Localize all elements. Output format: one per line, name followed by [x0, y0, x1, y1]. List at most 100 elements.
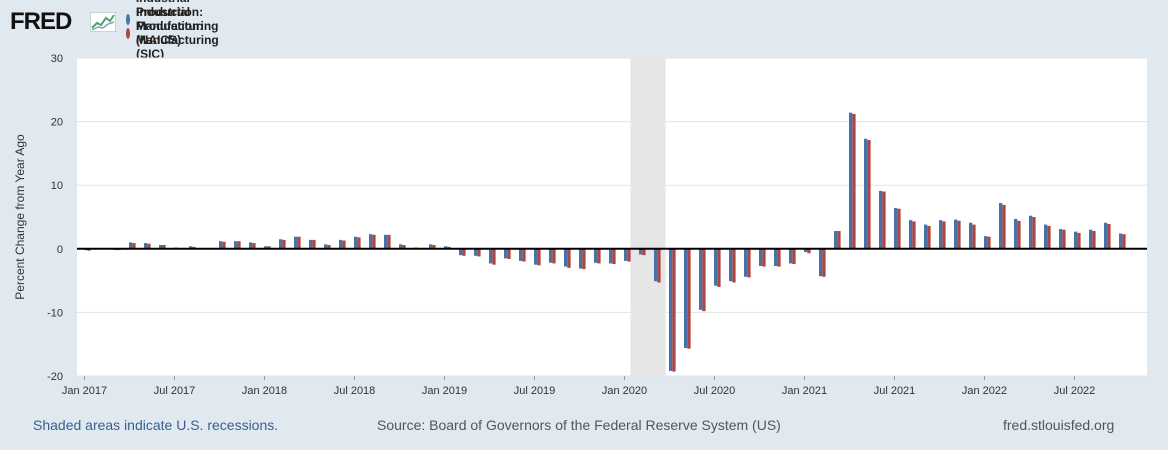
- bar-naics[interactable]: [1119, 233, 1123, 249]
- bar-naics[interactable]: [219, 241, 223, 249]
- bar-naics[interactable]: [669, 248, 673, 371]
- bar-naics[interactable]: [579, 248, 583, 269]
- bar-naics[interactable]: [774, 248, 778, 266]
- bar-sic[interactable]: [402, 244, 406, 249]
- bar-sic[interactable]: [1122, 234, 1126, 249]
- bar-sic[interactable]: [552, 248, 556, 264]
- bar-sic[interactable]: [1092, 230, 1096, 249]
- bar-naics[interactable]: [699, 248, 703, 310]
- bar-sic[interactable]: [792, 248, 796, 265]
- bar-naics[interactable]: [459, 248, 463, 256]
- bar-naics[interactable]: [909, 220, 913, 249]
- bar-naics[interactable]: [804, 248, 808, 252]
- bar-naics[interactable]: [759, 248, 763, 266]
- bar-sic[interactable]: [867, 140, 871, 249]
- bar-naics[interactable]: [369, 234, 373, 249]
- bar-sic[interactable]: [297, 236, 301, 249]
- bar-sic[interactable]: [1017, 220, 1021, 249]
- bar-sic[interactable]: [387, 234, 391, 249]
- bar-sic[interactable]: [627, 248, 631, 262]
- bar-naics[interactable]: [294, 236, 298, 249]
- bar-naics[interactable]: [549, 248, 553, 263]
- bar-naics[interactable]: [1074, 231, 1078, 249]
- bar-naics[interactable]: [834, 230, 838, 249]
- site-link[interactable]: fred.stlouisfed.org: [1003, 417, 1115, 433]
- recession-note[interactable]: Shaded areas indicate U.S. recessions.: [33, 417, 279, 433]
- bar-naics[interactable]: [714, 248, 718, 286]
- bar-sic[interactable]: [432, 244, 436, 249]
- bar-sic[interactable]: [372, 234, 376, 249]
- bar-sic[interactable]: [537, 248, 541, 266]
- bar-sic[interactable]: [942, 221, 946, 249]
- bar-sic[interactable]: [732, 248, 736, 283]
- bar-naics[interactable]: [444, 246, 448, 249]
- bar-sic[interactable]: [852, 113, 856, 249]
- bar-naics[interactable]: [1059, 229, 1063, 249]
- bar-sic[interactable]: [492, 248, 496, 265]
- bar-naics[interactable]: [969, 222, 973, 249]
- bar-naics[interactable]: [354, 236, 358, 249]
- bar-naics[interactable]: [474, 248, 478, 256]
- bar-naics[interactable]: [864, 138, 868, 249]
- bar-sic[interactable]: [477, 248, 481, 257]
- bar-naics[interactable]: [1014, 218, 1018, 249]
- bar-sic[interactable]: [927, 225, 931, 249]
- legend-item-naics[interactable]: Industrial Production: Manufacturing (NA…: [126, 0, 226, 47]
- bar-naics[interactable]: [309, 239, 313, 249]
- bar-sic[interactable]: [957, 220, 961, 249]
- bar-naics[interactable]: [429, 244, 433, 249]
- bar-sic[interactable]: [882, 191, 886, 249]
- bar-naics[interactable]: [564, 248, 568, 267]
- bar-sic[interactable]: [582, 248, 586, 270]
- bar-sic[interactable]: [687, 248, 691, 349]
- bar-sic[interactable]: [507, 248, 511, 259]
- bar-sic[interactable]: [132, 243, 136, 249]
- bar-naics[interactable]: [1029, 215, 1033, 249]
- bar-naics[interactable]: [849, 112, 853, 249]
- bar-sic[interactable]: [642, 248, 646, 256]
- bar-naics[interactable]: [534, 248, 538, 265]
- bar-naics[interactable]: [879, 190, 883, 249]
- bar-sic[interactable]: [807, 248, 811, 254]
- bar-naics[interactable]: [894, 208, 898, 249]
- bar-naics[interactable]: [279, 239, 283, 249]
- bar-naics[interactable]: [234, 241, 238, 249]
- bar-sic[interactable]: [462, 248, 466, 256]
- bar-naics[interactable]: [249, 242, 253, 249]
- bar-sic[interactable]: [987, 236, 991, 249]
- bar-naics[interactable]: [999, 203, 1003, 249]
- bar-sic[interactable]: [1032, 217, 1036, 249]
- fred-logo[interactable]: FRED: [10, 8, 120, 36]
- bar-sic[interactable]: [747, 248, 751, 278]
- bar-naics[interactable]: [519, 248, 523, 261]
- bar-naics[interactable]: [264, 246, 268, 249]
- bar-sic[interactable]: [342, 240, 346, 249]
- bar-sic[interactable]: [282, 239, 286, 249]
- bar-naics[interactable]: [384, 234, 388, 249]
- bar-sic[interactable]: [267, 246, 271, 249]
- bar-sic[interactable]: [657, 248, 661, 283]
- bar-sic[interactable]: [972, 224, 976, 249]
- bar-sic[interactable]: [597, 248, 601, 264]
- bar-sic[interactable]: [1107, 223, 1111, 249]
- bar-naics[interactable]: [984, 236, 988, 249]
- bar-naics[interactable]: [609, 248, 613, 264]
- bar-sic[interactable]: [717, 248, 721, 287]
- bar-naics[interactable]: [1044, 224, 1048, 249]
- bar-sic[interactable]: [237, 241, 241, 249]
- bar-naics[interactable]: [819, 248, 823, 277]
- bar-naics[interactable]: [189, 246, 193, 249]
- bar-naics[interactable]: [159, 244, 163, 249]
- bar-naics[interactable]: [789, 248, 793, 264]
- bar-sic[interactable]: [252, 243, 256, 249]
- bar-naics[interactable]: [339, 239, 343, 249]
- bar-naics[interactable]: [594, 248, 598, 263]
- bar-naics[interactable]: [324, 244, 328, 249]
- bar-sic[interactable]: [357, 237, 361, 249]
- bar-sic[interactable]: [147, 243, 151, 249]
- bar-sic[interactable]: [522, 248, 526, 262]
- bar-naics[interactable]: [744, 248, 748, 277]
- bar-naics[interactable]: [1089, 229, 1093, 249]
- bar-naics[interactable]: [624, 248, 628, 261]
- bar-sic[interactable]: [702, 248, 706, 312]
